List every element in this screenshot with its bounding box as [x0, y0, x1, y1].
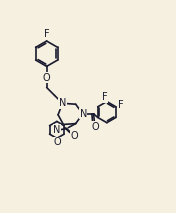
Text: F: F — [118, 100, 123, 110]
Text: O: O — [43, 73, 51, 83]
Text: F: F — [102, 92, 108, 102]
Text: O: O — [92, 122, 99, 132]
Text: N: N — [80, 109, 87, 119]
Text: N: N — [53, 125, 61, 135]
Text: N: N — [59, 98, 66, 108]
Text: O: O — [53, 137, 61, 147]
Text: O: O — [70, 131, 78, 141]
Text: F: F — [44, 29, 49, 39]
